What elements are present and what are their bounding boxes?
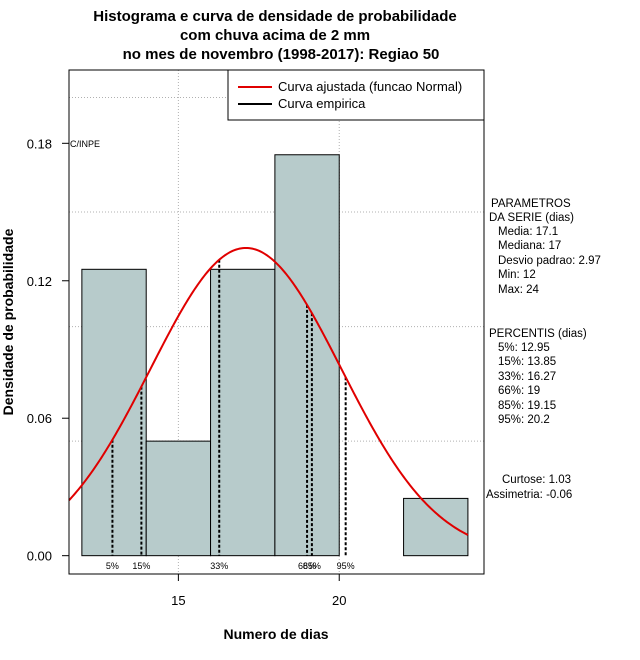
x-tick-label-1: 20 — [332, 593, 346, 608]
percentile-label-4: 85% — [303, 561, 321, 571]
param-min: Min: 12 — [498, 269, 536, 281]
histogram-bar-1 — [145, 440, 212, 557]
param-desvio: Desvio padrao: 2.97 — [498, 255, 601, 267]
y-axis: 0.00 0.06 0.12 0.18 — [27, 136, 69, 564]
params-title-line-1: PARAMETROS — [491, 198, 571, 210]
stat-curtose: Curtose: 1.03 — [502, 474, 571, 486]
chart-title-line-3: no mes de novembro (1998-2017): Regiao 5… — [123, 46, 440, 63]
histogram-bar-2 — [210, 268, 276, 557]
params-title-line-2: DA SERIE (dias) — [489, 212, 574, 224]
percentil-5: 5%: 12.95 — [498, 342, 550, 354]
percentile-label-0: 5% — [106, 561, 119, 571]
percentil-95: 95%: 20.2 — [498, 414, 550, 426]
param-max: Max: 24 — [498, 284, 540, 296]
percentil-15: 15%: 13.85 — [498, 356, 556, 368]
chart-title-line-2: com chuva acima de 2 mm — [180, 27, 370, 44]
statistics-panel: PARAMETROS DA SERIE (dias) Media: 17.1 M… — [486, 198, 601, 501]
legend-box — [227, 69, 485, 121]
percentil-66: 66%: 19 — [498, 385, 540, 397]
y-tick-label-2: 0.12 — [27, 274, 52, 289]
y-tick-label-1: 0.06 — [27, 411, 52, 426]
legend-label-normal: Curva ajustada (funcao Normal) — [278, 79, 462, 94]
chart-title-line-1: Histograma e curva de densidade de proba… — [93, 8, 456, 25]
percentis-title: PERCENTIS (dias) — [489, 328, 587, 340]
percentile-label-2: 33% — [210, 561, 228, 571]
percentile-label-3: 66% — [298, 561, 316, 571]
stat-assimetria: Assimetria: -0.06 — [486, 489, 572, 501]
percentile-label-1: 15% — [132, 561, 150, 571]
percentil-85: 85%: 19.15 — [498, 400, 556, 412]
y-tick-label-3: 0.18 — [27, 136, 52, 151]
x-tick-label-0: 15 — [171, 593, 185, 608]
y-axis-label: Densidade de probabilidade — [0, 228, 16, 415]
percentil-33: 33%: 16.27 — [498, 371, 556, 383]
percentile-lines — [111, 259, 347, 556]
param-media: Media: 17.1 — [498, 226, 558, 238]
percentile-labels: 5% 15% 33% 66%85% 95% — [106, 561, 355, 571]
legend: Curva ajustada (funcao Normal) Curva emp… — [227, 69, 485, 121]
watermark-text: C/INPE — [70, 139, 100, 149]
histogram-bar-0 — [81, 268, 147, 557]
x-axis: 15 20 — [171, 574, 346, 608]
histogram-bars — [81, 154, 469, 557]
y-tick-label-0: 0.00 — [27, 549, 52, 564]
plot-frame — [68, 69, 485, 575]
histogram-bar-5 — [403, 497, 469, 557]
legend-label-empirical: Curva empirica — [278, 96, 366, 111]
percentile-label-5: 95% — [337, 561, 355, 571]
param-mediana: Mediana: 17 — [498, 240, 561, 252]
x-axis-label: Numero de dias — [223, 626, 328, 642]
normal-fit-curve — [68, 246, 469, 536]
